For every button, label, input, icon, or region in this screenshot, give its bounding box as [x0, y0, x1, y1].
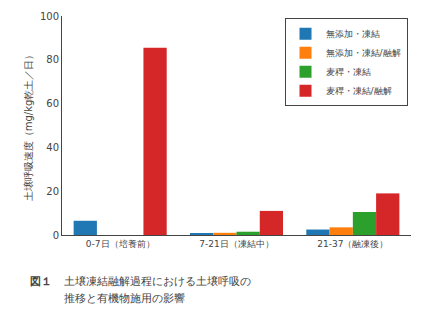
svg-text:麦稈・凍結/融解: 麦稈・凍結/融解 — [326, 86, 392, 96]
svg-text:無添加・凍結: 無添加・凍結 — [326, 29, 380, 39]
svg-text:80: 80 — [46, 54, 59, 65]
svg-text:図１: 図１ — [30, 275, 52, 288]
svg-text:土壌呼吸速度（mg/kg乾土／日）: 土壌呼吸速度（mg/kg乾土／日） — [23, 50, 34, 202]
svg-text:40: 40 — [46, 142, 59, 153]
svg-text:21-37（融凍後）: 21-37（融凍後） — [317, 239, 388, 249]
svg-text:無添加・凍結/融解: 無添加・凍結/融解 — [326, 48, 401, 58]
svg-text:7-21日（凍結中）: 7-21日（凍結中） — [199, 239, 273, 249]
svg-text:0: 0 — [53, 230, 59, 241]
svg-text:100: 100 — [40, 11, 59, 22]
svg-text:0-7日（培養前）: 0-7日（培養前） — [86, 239, 155, 249]
svg-text:土壌凍結融解過程における土壌呼吸の: 土壌凍結融解過程における土壌呼吸の — [64, 275, 251, 288]
svg-text:推移と有機物施用の影響: 推移と有機物施用の影響 — [64, 292, 185, 305]
svg-text:20: 20 — [46, 186, 59, 197]
svg-text:麦稈・凍結: 麦稈・凍結 — [326, 67, 371, 77]
svg-text:60: 60 — [46, 98, 59, 109]
